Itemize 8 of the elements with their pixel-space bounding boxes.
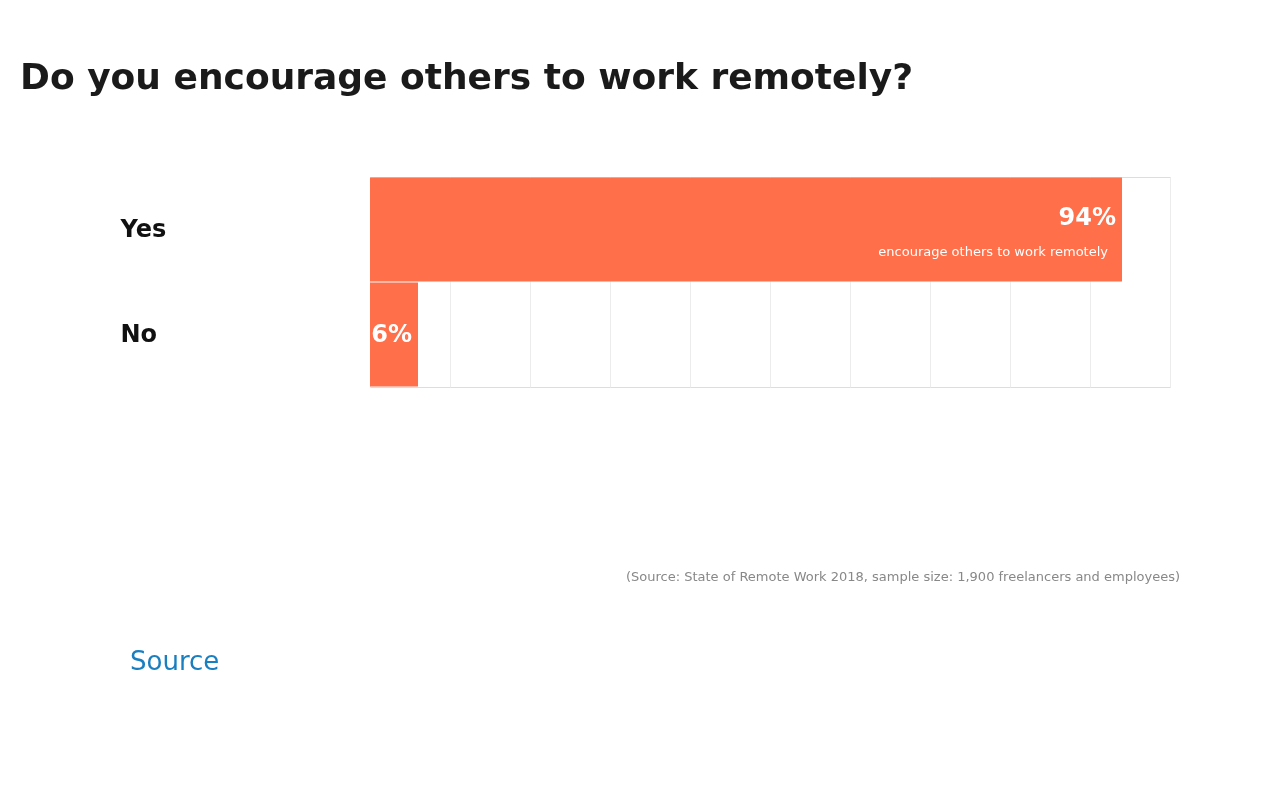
annotation: encourage others to work remotely <box>878 243 1109 259</box>
chart-title: Do you encourage others to work remotely? <box>20 56 914 97</box>
y-tick-label: Yes <box>119 214 167 243</box>
data-label: 94% <box>1058 202 1116 231</box>
text: Source <box>130 646 220 676</box>
data-label: 6% <box>371 319 412 348</box>
text: (Source: State of Remote Work 2018, sample size: 1,900 freelancers and employees) <box>625 569 1180 584</box>
y-tick-label: No <box>120 319 158 348</box>
